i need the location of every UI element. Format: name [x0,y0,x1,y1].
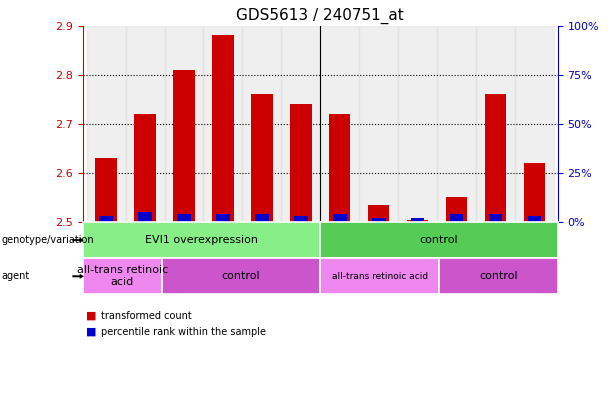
Bar [212,35,234,222]
Bar [321,26,359,222]
Bar [86,26,126,222]
Bar [515,26,554,222]
Bar [134,114,156,222]
Bar [177,214,191,222]
Bar [437,26,476,222]
Bar [485,94,506,222]
Bar [398,26,437,222]
Text: percentile rank within the sample: percentile rank within the sample [101,327,266,337]
Bar [450,214,463,222]
Bar [251,94,273,222]
Bar [99,216,113,222]
Bar [368,205,389,222]
Text: ■: ■ [86,311,96,321]
Text: control: control [479,271,518,281]
Bar [476,26,515,222]
Bar [359,26,398,222]
Bar [216,214,230,222]
Bar [173,70,195,222]
Bar [329,114,351,222]
Bar [204,26,242,222]
Bar [489,214,502,222]
Text: agent: agent [1,271,29,281]
Bar [524,163,545,222]
Bar [333,214,346,222]
Bar [446,198,467,222]
Title: GDS5613 / 240751_at: GDS5613 / 240751_at [237,8,404,24]
Bar [139,212,152,222]
Text: genotype/variation: genotype/variation [1,235,94,245]
Bar [281,26,321,222]
Bar [255,214,268,222]
Bar [411,218,424,222]
Text: all-trans retinoic acid: all-trans retinoic acid [332,272,428,281]
Bar [164,26,204,222]
Bar [528,216,541,222]
Text: all-trans retinoic
acid: all-trans retinoic acid [77,266,168,287]
Text: transformed count: transformed count [101,311,192,321]
Bar [294,216,308,222]
Text: control: control [222,271,261,281]
Bar [290,104,311,222]
Bar [407,220,428,222]
Bar [96,158,117,222]
Text: EVI1 overexpression: EVI1 overexpression [145,235,258,245]
Text: ■: ■ [86,327,96,337]
Bar [126,26,164,222]
Bar [372,218,386,222]
Bar [242,26,281,222]
Text: control: control [420,235,459,245]
